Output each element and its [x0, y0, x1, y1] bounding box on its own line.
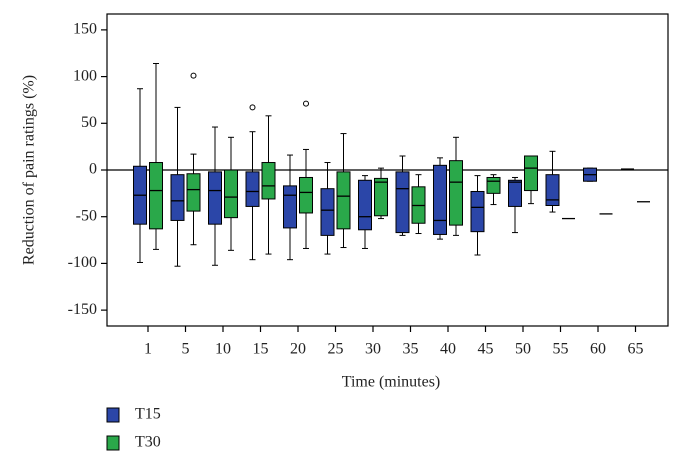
box — [208, 171, 222, 225]
y-tick-label: 100 — [73, 67, 97, 84]
outlier — [190, 72, 197, 79]
box — [449, 160, 463, 226]
y-tick-label: 0 — [89, 161, 97, 178]
x-tick-label: 25 — [328, 341, 344, 358]
box — [186, 173, 201, 212]
x-tick-label: 65 — [628, 341, 644, 358]
x-tick-label: 20 — [290, 341, 306, 358]
box — [261, 162, 276, 200]
box — [358, 179, 372, 231]
x-tick-label: 5 — [182, 341, 190, 358]
x-tick-label: 60 — [590, 341, 606, 358]
y-tick-label: -150 — [68, 301, 97, 318]
box — [524, 155, 538, 192]
x-tick-label: 30 — [365, 341, 381, 358]
box — [395, 171, 410, 234]
y-tick-label: -100 — [68, 254, 97, 271]
legend-swatch — [106, 407, 120, 423]
x-tick-label: 40 — [440, 341, 456, 358]
box — [433, 164, 447, 235]
y-tick-label: 50 — [81, 114, 97, 131]
y-axis-label: Reduction of pain ratings (%) — [21, 75, 38, 265]
box — [336, 171, 351, 230]
legend-label: T15 — [135, 406, 161, 423]
x-tick-label: 55 — [553, 341, 569, 358]
legend-swatch — [106, 435, 120, 451]
x-axis-label: Time (minutes) — [342, 374, 441, 391]
x-tick-label: 50 — [515, 341, 531, 358]
box — [320, 188, 335, 236]
box — [508, 179, 522, 207]
x-tick-label: 10 — [215, 341, 231, 358]
y-tick-label: 150 — [73, 21, 97, 38]
box — [299, 176, 313, 214]
x-tick-label: 15 — [253, 341, 269, 358]
box — [170, 174, 185, 221]
outlier — [249, 104, 256, 111]
box — [283, 185, 297, 229]
box — [149, 162, 163, 230]
box — [470, 190, 485, 233]
box — [545, 174, 560, 206]
outlier — [303, 100, 309, 107]
box — [224, 169, 238, 219]
x-tick-label: 1 — [144, 341, 152, 358]
x-tick-label: 45 — [478, 341, 494, 358]
legend-label: T30 — [135, 434, 161, 451]
box — [374, 177, 388, 217]
y-tick-label: -50 — [76, 207, 97, 224]
box — [486, 176, 501, 194]
x-tick-label: 35 — [403, 341, 419, 358]
box — [245, 171, 260, 207]
